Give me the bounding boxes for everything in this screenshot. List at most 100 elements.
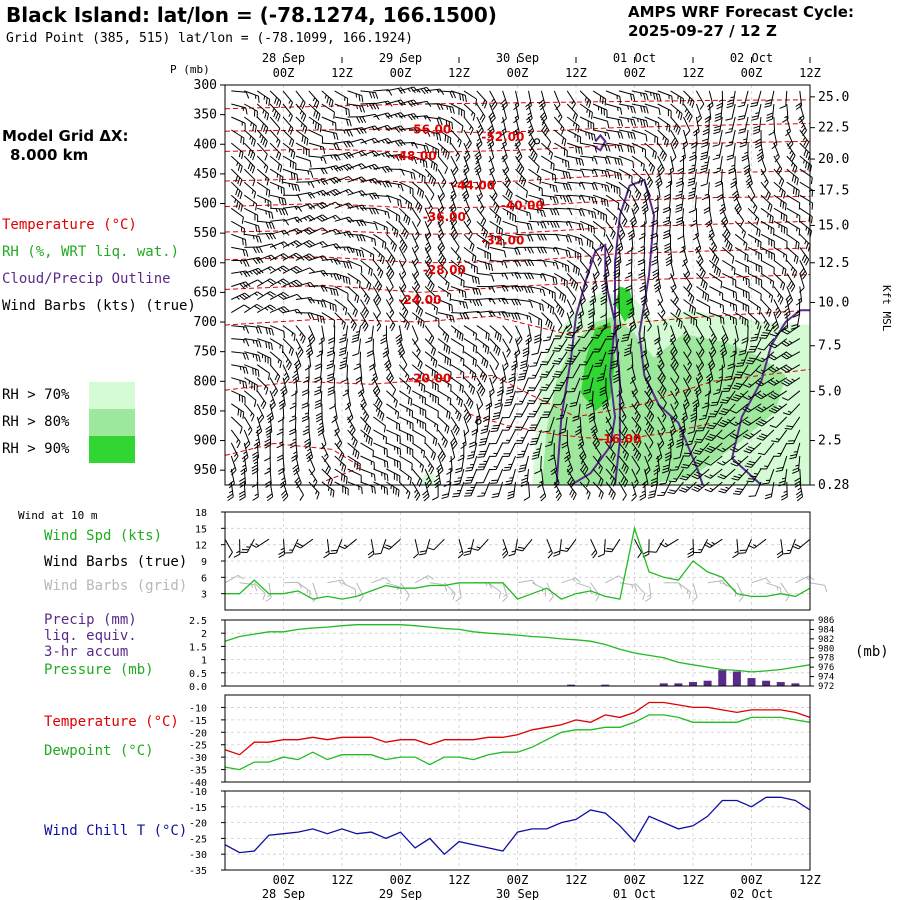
wind-barb (230, 429, 241, 449)
barb-flag (314, 405, 322, 409)
barb-flag (317, 113, 321, 121)
barb-half-flag (277, 185, 279, 190)
barb-flag (242, 352, 246, 360)
wind-barb (424, 181, 435, 201)
barb-flag (349, 262, 353, 269)
barb-flag (295, 252, 302, 258)
barb-flag (389, 273, 395, 280)
barb-staff (244, 279, 258, 287)
barb-flag (289, 444, 297, 449)
barb-flag (400, 154, 406, 161)
barb-flag (301, 418, 309, 422)
barb-flag (356, 234, 360, 242)
barb-flag (354, 441, 358, 448)
barb-flag (264, 457, 271, 462)
barb-half-flag (641, 490, 646, 494)
barb-flag (375, 103, 380, 110)
barb-flag (328, 337, 335, 341)
barb-flag (403, 214, 407, 222)
barb-flag (383, 486, 386, 494)
barb-flag (379, 255, 383, 263)
barb-flag (329, 178, 336, 185)
barb-half-flag (371, 238, 373, 242)
barb-half-flag (243, 451, 247, 455)
barb-flag (301, 389, 309, 393)
barb-flag (397, 412, 400, 420)
barb-flag (346, 414, 353, 421)
barb-flag (435, 148, 437, 156)
wind-barb (331, 403, 338, 423)
barb-flag (409, 422, 411, 429)
wind-barb (269, 291, 290, 300)
barb-flag (368, 437, 371, 444)
barb-half-flag (358, 164, 362, 168)
wind-barb (397, 338, 406, 358)
barb-flag (239, 179, 243, 187)
barb-flag (373, 294, 379, 301)
wind-barb (308, 468, 318, 488)
barb-staff (515, 286, 531, 288)
barb-flag (251, 166, 256, 174)
barb-flag (303, 256, 310, 261)
barb-staff (399, 127, 415, 131)
wind-barb (257, 207, 274, 220)
barb-flag (296, 279, 303, 285)
barb-half-flag (366, 103, 369, 108)
barb-flag (283, 253, 290, 258)
wind-barb (360, 233, 377, 246)
barb-flag (363, 413, 368, 420)
barb-flag (238, 203, 241, 210)
barb-half-flag (315, 490, 318, 495)
wind-barb (282, 194, 302, 202)
wind-barb (230, 442, 239, 462)
barb-staff (450, 312, 467, 314)
barb-flag (335, 201, 341, 207)
wind-barb (411, 312, 425, 329)
wind-barb (360, 416, 372, 435)
wind-barb (321, 299, 337, 312)
barb-flag (413, 293, 418, 300)
barb-flag (402, 299, 408, 306)
barb-half-flag (290, 255, 295, 259)
barb-flag (387, 375, 393, 382)
barb-flag (310, 181, 315, 188)
barb-half-flag (299, 110, 303, 115)
barb-flag (245, 353, 249, 360)
barb-flag (283, 291, 290, 297)
barb-flag (410, 172, 413, 179)
barb-flag (301, 402, 309, 406)
barb-flag (396, 460, 399, 468)
barb-flag (407, 218, 411, 226)
wind-barb (231, 304, 251, 314)
barb-flag (374, 223, 378, 231)
wind-barb (326, 338, 336, 357)
barb-flag (275, 112, 279, 120)
wind-barb (308, 214, 329, 222)
barb-flag (276, 128, 281, 135)
barb-flag (329, 405, 336, 410)
barb-half-flag (404, 373, 408, 378)
barb-flag (299, 100, 304, 107)
barb-half-flag (327, 487, 330, 492)
barb-flag (289, 128, 294, 135)
barb-half-flag (239, 366, 242, 371)
legend-wind-barbs-true: Wind Barbs (true) (44, 554, 188, 570)
wind-barb (321, 312, 336, 328)
wind-barb (399, 442, 414, 457)
barb-flag (340, 454, 345, 461)
barb-flag (403, 246, 408, 254)
wind-barb (231, 351, 249, 360)
barb-flag (283, 331, 285, 339)
barb-flag (314, 402, 322, 406)
barb-half-flag (394, 410, 397, 415)
barb-half-flag (254, 292, 258, 296)
barb-half-flag (255, 438, 260, 442)
barb-flag (301, 135, 304, 143)
barb-half-flag (415, 316, 418, 321)
barb-flag (266, 412, 273, 418)
barb-staff (270, 219, 286, 222)
wind-barb (373, 233, 387, 250)
barb-flag (343, 465, 347, 473)
barb-half-flag (381, 153, 385, 157)
barb-flag (242, 238, 244, 246)
